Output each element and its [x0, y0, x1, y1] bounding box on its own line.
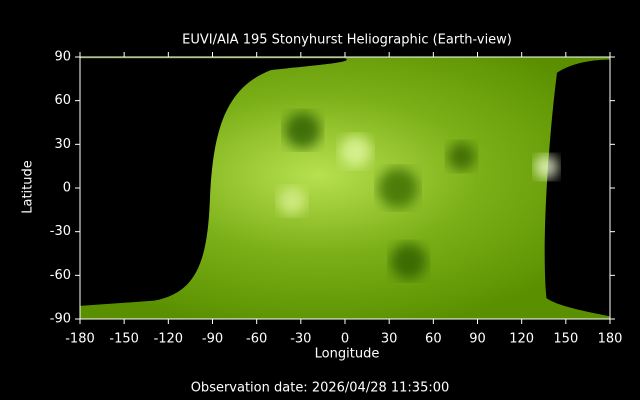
x-tick-label: 150 [553, 332, 578, 347]
y-tick-label: 60 [54, 93, 71, 108]
x-tick-label: 120 [509, 332, 534, 347]
heliographic-image [80, 57, 610, 319]
x-axis-label: Longitude [315, 347, 380, 362]
x-tick-label: -60 [246, 332, 267, 347]
x-tick-label: -120 [154, 332, 184, 347]
surface-feature [339, 135, 372, 168]
surface-feature [284, 112, 321, 149]
y-tick-label: 0 [63, 181, 71, 196]
x-tick-label: 60 [425, 332, 442, 347]
x-tick-label: 180 [598, 332, 623, 347]
y-tick-label: -90 [50, 312, 71, 327]
x-tick-label: -180 [65, 332, 95, 347]
y-axis-label: Latitude [21, 160, 36, 214]
x-tick-label: -30 [290, 332, 311, 347]
y-tick-label: -60 [50, 268, 71, 283]
surface-feature [534, 155, 559, 180]
surface-feature [378, 168, 418, 208]
surface-feature [447, 142, 476, 171]
x-tick-label: -150 [109, 332, 139, 347]
y-tick-label: 90 [54, 50, 71, 65]
x-tick-label: 90 [469, 332, 486, 347]
x-tick-label: 0 [341, 332, 349, 347]
chart-title: EUVI/AIA 195 Stonyhurst Heliographic (Ea… [182, 33, 512, 48]
surface-feature [278, 187, 306, 216]
observation-date: Observation date: 2026/04/28 11:35:00 [191, 381, 450, 396]
y-tick-label: -30 [50, 224, 71, 239]
x-tick-label: -90 [202, 332, 223, 347]
y-tick-label: 30 [54, 137, 71, 152]
sun-surface [80, 57, 610, 319]
surface-feature [390, 243, 427, 280]
x-tick-label: 30 [381, 332, 398, 347]
